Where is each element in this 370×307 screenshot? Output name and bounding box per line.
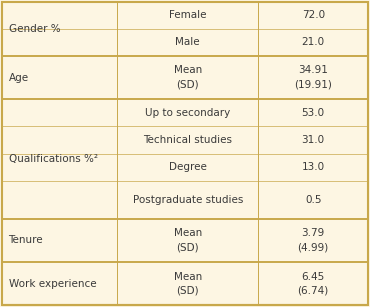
Text: (4.99): (4.99) [297, 243, 329, 252]
Text: Postgraduate studies: Postgraduate studies [132, 195, 243, 205]
Text: Mean: Mean [174, 272, 202, 282]
Text: Mean: Mean [174, 228, 202, 238]
Text: Male: Male [175, 37, 200, 47]
Text: Mean: Mean [174, 65, 202, 75]
Text: 31.0: 31.0 [302, 135, 325, 145]
Text: Degree: Degree [169, 162, 207, 172]
Text: 6.45: 6.45 [302, 272, 325, 282]
Text: 13.0: 13.0 [302, 162, 325, 172]
Text: Gender %: Gender % [9, 24, 60, 34]
Text: 34.91: 34.91 [298, 65, 328, 75]
Text: Tenure: Tenure [9, 235, 43, 245]
Text: (SD): (SD) [176, 286, 199, 296]
Text: Age: Age [9, 72, 28, 83]
Text: Up to secondary: Up to secondary [145, 108, 231, 118]
Text: Qualifications %²: Qualifications %² [9, 154, 98, 164]
Text: 53.0: 53.0 [302, 108, 325, 118]
Text: Technical studies: Technical studies [143, 135, 232, 145]
Text: 21.0: 21.0 [302, 37, 325, 47]
Text: 3.79: 3.79 [302, 228, 325, 238]
Text: Work experience: Work experience [9, 279, 96, 289]
Text: (19.91): (19.91) [294, 80, 332, 90]
Text: Female: Female [169, 10, 206, 20]
Text: 72.0: 72.0 [302, 10, 325, 20]
Text: (SD): (SD) [176, 80, 199, 90]
Text: 0.5: 0.5 [305, 195, 322, 205]
Text: (SD): (SD) [176, 243, 199, 252]
Text: (6.74): (6.74) [297, 286, 329, 296]
